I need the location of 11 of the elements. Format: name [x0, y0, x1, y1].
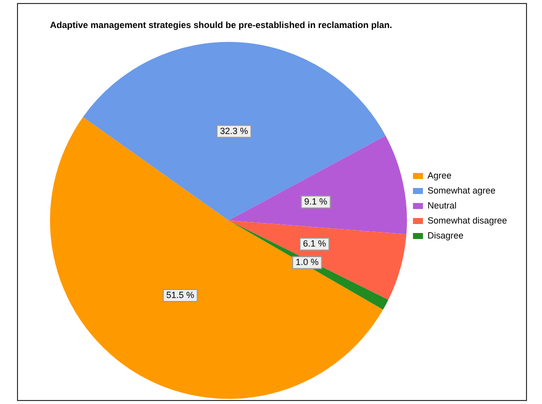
legend-label: Agree	[427, 170, 452, 180]
legend-label: Somewhat agree	[427, 185, 496, 196]
data-label: 6.1 %	[302, 238, 326, 249]
data-label: 1.0 %	[296, 257, 319, 268]
data-label: 32.3 %	[220, 126, 248, 136]
legend-label: Disagree	[427, 230, 464, 240]
legend-label: Somewhat disagree	[427, 215, 507, 226]
legend-label: Neutral	[427, 200, 456, 210]
chart-title: Adaptive management strategies should be pre-established in reclamation plan.	[50, 20, 392, 30]
data-label: 51.5 %	[166, 290, 194, 300]
data-label: 9.1 %	[304, 196, 328, 206]
